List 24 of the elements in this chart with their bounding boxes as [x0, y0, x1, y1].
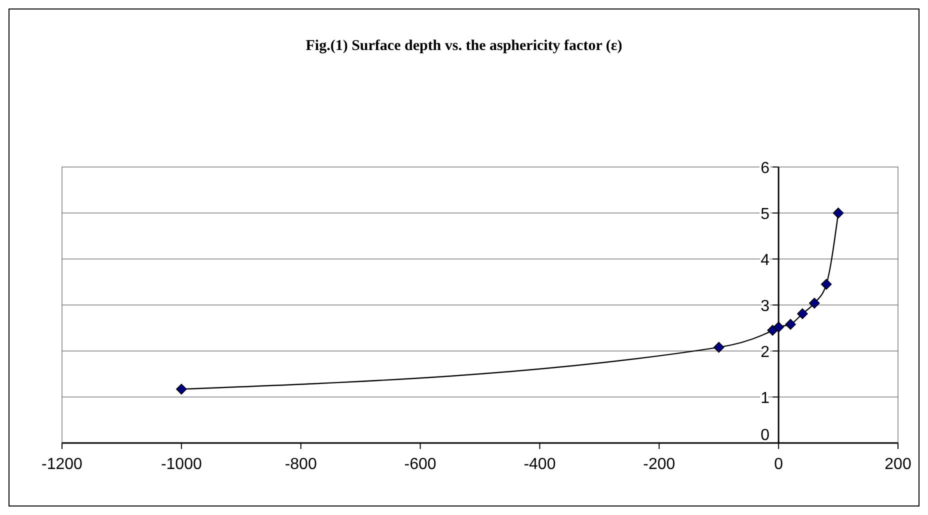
point	[773, 322, 784, 332]
x-tick-label: 200	[884, 456, 912, 473]
x-tick-label: -200	[643, 456, 676, 473]
x-tick-label: -1000	[160, 456, 202, 473]
x-tick-label: -600	[404, 456, 436, 473]
x-tick-label: -800	[284, 456, 317, 473]
x-tick-label: 0	[774, 456, 784, 473]
point	[176, 384, 187, 395]
point	[832, 208, 844, 218]
point	[809, 298, 820, 309]
point	[797, 308, 808, 320]
point	[785, 318, 796, 330]
y-tick-label: 0	[760, 427, 770, 444]
y-tick-label: 4	[760, 252, 770, 269]
y-tick-label: 6	[760, 160, 770, 177]
chart-title: Fig.(1) Surface depth vs. the asphericity factor (ε)	[306, 38, 622, 54]
x-tick-label: -400	[524, 456, 556, 473]
point	[713, 342, 724, 353]
y-tick-label: 2	[760, 344, 770, 361]
x-tick-label: -1200	[42, 456, 83, 473]
y-tick-label: 3	[760, 298, 770, 315]
point	[820, 278, 832, 290]
y-tick-label: 1	[760, 390, 770, 407]
y-tick-label: 5	[760, 206, 770, 223]
